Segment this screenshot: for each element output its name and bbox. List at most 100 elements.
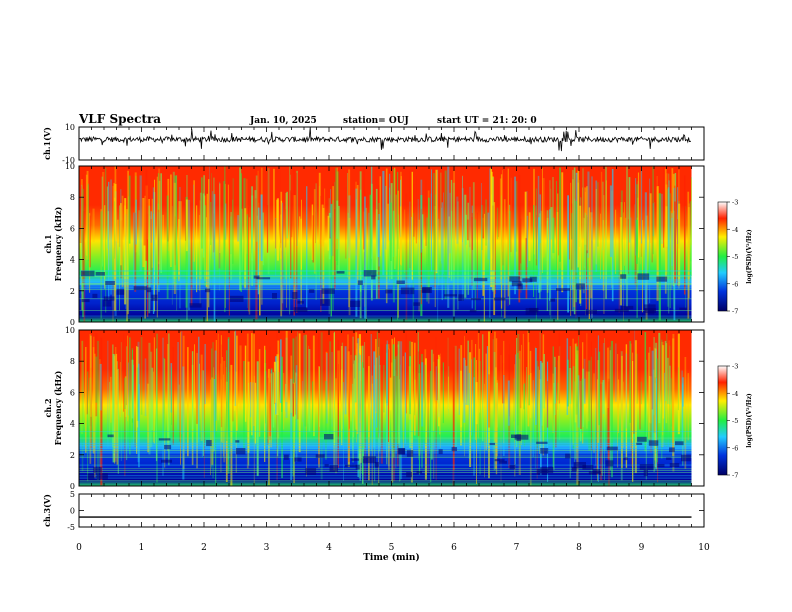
spectral-streak (96, 340, 99, 480)
spectral-streak (85, 347, 87, 453)
spectral-streak (542, 334, 545, 456)
spectral-streak (615, 343, 617, 402)
spectral-streak (333, 331, 335, 446)
spectral-streak (180, 368, 181, 464)
spectral-streak (485, 353, 487, 450)
spectral-streak (139, 175, 142, 272)
spectral-streak (319, 366, 320, 427)
spectral-streak (95, 356, 98, 403)
spectral-streak (627, 219, 629, 274)
spectral-streak (550, 207, 553, 240)
spectral-streak (447, 195, 449, 307)
spectral-streak (104, 205, 106, 289)
spectral-streak (86, 170, 89, 260)
spectrogram-field (79, 330, 692, 486)
spectral-streak (112, 354, 115, 463)
y-axis-label: ch.1(V) (42, 127, 52, 160)
spectral-streak (586, 187, 588, 310)
low-band-blotch (96, 473, 108, 480)
spectral-streak (251, 186, 253, 286)
spectral-streak (394, 337, 395, 404)
spectral-streak (247, 207, 250, 312)
spectral-streak (223, 181, 225, 271)
colorbar-tick-label: -3 (732, 199, 738, 207)
low-band-blotch (451, 447, 457, 452)
spectral-streak (82, 188, 84, 318)
spectral-streak (219, 181, 221, 291)
spectral-streak (518, 174, 521, 303)
spectral-streak (667, 187, 670, 271)
spectral-streak (609, 185, 612, 257)
spectral-streak (127, 170, 129, 315)
spectral-streak (430, 371, 432, 483)
spectral-streak (542, 178, 545, 258)
spectral-streak (274, 371, 276, 404)
spectral-streak (471, 212, 473, 250)
spectral-streak (577, 375, 580, 428)
spectral-streak (438, 354, 440, 427)
spectral-streak (503, 340, 505, 444)
spectral-streak (435, 194, 436, 280)
spectral-streak (341, 342, 343, 429)
spectral-streak (185, 199, 188, 252)
spectral-streak (573, 167, 576, 315)
spectral-streak (602, 343, 605, 401)
low-band-blotch (636, 442, 643, 445)
spectral-streak (338, 364, 339, 437)
spectral-streak (439, 353, 441, 449)
spectral-streak (150, 219, 153, 284)
spectral-streak (453, 347, 455, 471)
spectral-streak (452, 360, 455, 486)
spectral-streak (198, 336, 200, 443)
spectral-streak (478, 348, 481, 413)
spectral-streak (482, 213, 485, 239)
spectral-streak (361, 362, 364, 474)
spectral-streak (584, 212, 586, 267)
y-tick-label: -5 (67, 523, 75, 532)
spectral-streak (604, 338, 605, 480)
spectral-streak (691, 179, 692, 245)
spectral-streak (144, 195, 146, 319)
low-band-blotch (489, 442, 495, 446)
spectral-streak (591, 205, 593, 318)
spectral-streak (503, 199, 506, 318)
spectral-streak (500, 174, 503, 309)
low-band-blotch (320, 299, 330, 306)
low-band-blotch (679, 307, 687, 311)
spectral-streak (272, 372, 275, 428)
spectral-streak (170, 174, 172, 267)
colorbar-label: log(PSD)(V²/Hz) (746, 229, 753, 284)
spectral-streak (673, 210, 675, 310)
spectral-streak (218, 195, 221, 269)
low-band-blotch (93, 467, 102, 473)
spectral-streak (672, 333, 675, 472)
spectral-streak (174, 175, 177, 285)
low-band-blotch (511, 434, 517, 438)
spectral-streak (669, 345, 671, 448)
spectral-streak (454, 345, 457, 447)
spectral-streak (110, 179, 112, 295)
low-band-blotch (329, 465, 338, 472)
low-band-blotch (470, 298, 481, 301)
spectral-streak (441, 202, 443, 301)
y-tick-label: 0 (70, 507, 75, 516)
spectral-streak (485, 199, 487, 246)
spectral-streak (224, 166, 226, 313)
spectral-streak (220, 335, 222, 417)
spectral-streak (337, 339, 339, 468)
spectral-streak (651, 350, 654, 446)
spectral-streak (596, 349, 598, 476)
spectral-streak (386, 352, 388, 465)
spectral-streak (162, 214, 164, 244)
spectral-streak (100, 211, 103, 319)
low-band-blotch (516, 434, 522, 442)
spectral-streak (220, 379, 222, 442)
spectral-streak (377, 362, 379, 438)
spectral-streak (651, 200, 653, 263)
spectral-streak (392, 344, 395, 458)
spectral-streak (668, 180, 670, 251)
low-band-blotch (87, 473, 95, 480)
spectral-streak (138, 363, 140, 421)
spectral-streak (345, 187, 347, 259)
spectral-streak (475, 382, 478, 425)
